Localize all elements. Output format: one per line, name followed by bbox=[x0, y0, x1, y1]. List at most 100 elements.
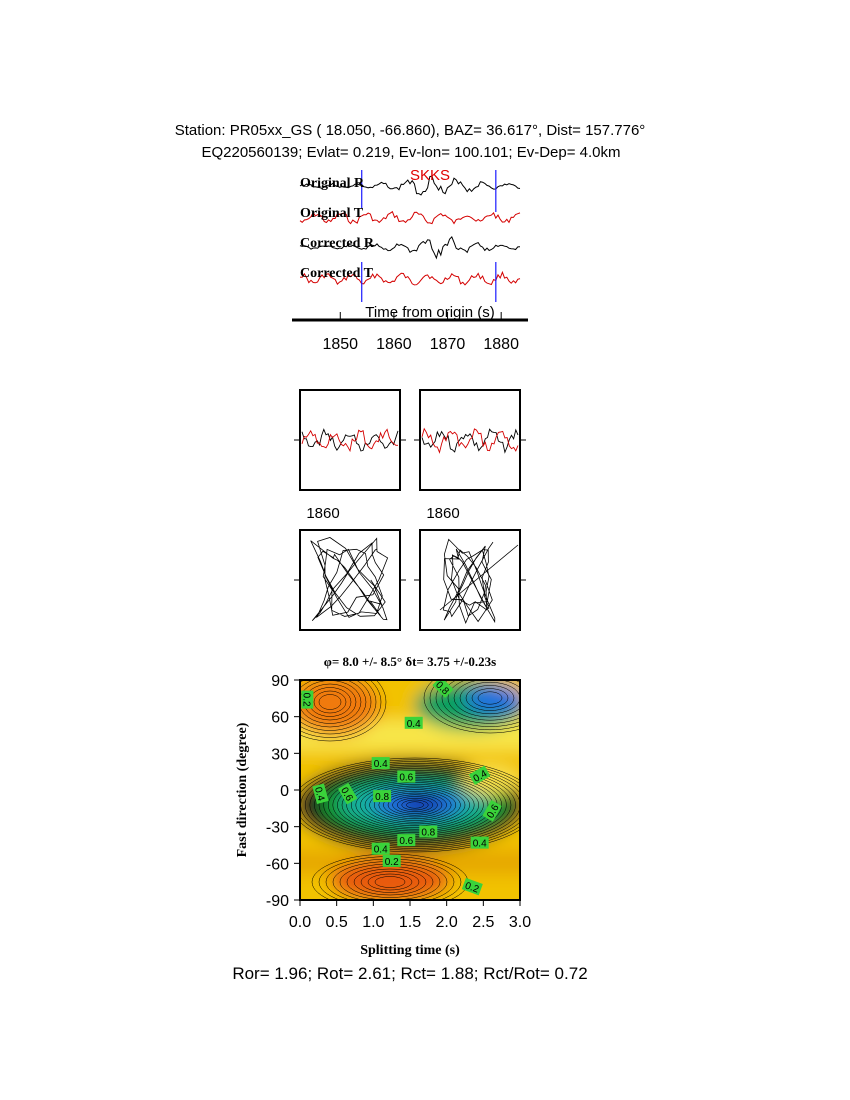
x-tick-label: 2.0 bbox=[436, 914, 458, 931]
contour-line bbox=[360, 871, 420, 893]
trace-corrected-t bbox=[299, 270, 521, 286]
contour-line bbox=[465, 685, 515, 711]
x-tick-label: 3.0 bbox=[509, 914, 531, 931]
y-tick-label: 90 bbox=[271, 673, 289, 690]
contour-line bbox=[471, 688, 509, 708]
trace-x-tick-label: 1880 bbox=[483, 336, 519, 353]
x-tick-label: 1.0 bbox=[362, 914, 384, 931]
contour-line bbox=[441, 680, 520, 724]
contour-label: 0.4 bbox=[404, 716, 423, 730]
waveform-tick-right: 1860 bbox=[426, 505, 459, 522]
x-tick-label: 0.5 bbox=[326, 914, 348, 931]
contour-line bbox=[435, 680, 520, 727]
contour-line bbox=[387, 794, 443, 816]
svg-text:0.6: 0.6 bbox=[399, 773, 413, 784]
contour-line bbox=[429, 680, 520, 731]
header-line-2: EQ220560139; Evlat= 0.219, Ev-lon= 100.1… bbox=[201, 144, 620, 161]
trace-x-tick-label: 1870 bbox=[430, 336, 466, 353]
contour-line bbox=[396, 798, 434, 812]
svg-text:0.8: 0.8 bbox=[375, 792, 389, 803]
header-line-1: Station: PR05xx_GS ( 18.050, -66.860), B… bbox=[175, 122, 646, 139]
y-tick-label: 0 bbox=[280, 783, 289, 800]
trace-x-tick-label: 1850 bbox=[322, 336, 358, 353]
footer-ratios: Ror= 1.96; Rot= 2.61; Rct= 1.88; Rct/Rot… bbox=[232, 964, 587, 983]
trace-panel bbox=[299, 170, 521, 302]
waveform-panel bbox=[414, 389, 526, 491]
svg-text:0.8: 0.8 bbox=[421, 828, 435, 839]
contour-line bbox=[300, 680, 377, 735]
svg-text:0.6: 0.6 bbox=[399, 836, 413, 847]
contour-line bbox=[300, 757, 520, 853]
contour-line bbox=[364, 785, 466, 825]
contour-line bbox=[447, 680, 520, 721]
contour-line bbox=[477, 691, 503, 705]
contour-labels: 0.20.40.6 0.40.60.4 0.80.60.80.6 0.40.40.20… bbox=[300, 680, 502, 896]
phase-label: SKKS bbox=[410, 167, 450, 184]
trace-original-t bbox=[299, 210, 521, 225]
x-tick-label: 1.5 bbox=[399, 914, 421, 931]
contour-line bbox=[374, 876, 406, 888]
particle-motion-panel bbox=[414, 529, 526, 631]
contour-line bbox=[369, 787, 461, 823]
y-tick-label: -90 bbox=[266, 893, 289, 910]
contour-line bbox=[304, 763, 520, 847]
contour-label: 0.2 bbox=[461, 877, 483, 896]
contour-line bbox=[459, 681, 520, 715]
contour-line bbox=[401, 799, 429, 811]
waveform-panel bbox=[294, 389, 406, 491]
x-tick-label: 2.5 bbox=[472, 914, 494, 931]
svg-text:0.4: 0.4 bbox=[407, 719, 421, 730]
svg-text:0.4: 0.4 bbox=[473, 839, 487, 850]
contour-line bbox=[360, 784, 470, 826]
y-tick-label: -30 bbox=[266, 820, 289, 837]
contour-line bbox=[453, 680, 520, 718]
contour-label: 0.4 bbox=[371, 842, 390, 856]
contour-label: 0.6 bbox=[397, 770, 416, 784]
contour-line bbox=[378, 791, 452, 819]
comparison-panels bbox=[294, 389, 526, 631]
trace-x-tick-label: 1860 bbox=[376, 336, 412, 353]
svg-text:0.4: 0.4 bbox=[374, 759, 388, 770]
energy-map: 0.20.40.6 0.40.60.4 0.80.60.80.6 0.40.40.20… bbox=[300, 680, 520, 900]
contour-line bbox=[313, 690, 347, 714]
contour-label: 0.8 bbox=[419, 825, 438, 839]
contour-label: 0.4 bbox=[371, 757, 390, 770]
contour-line bbox=[406, 801, 424, 809]
svg-text:0.2: 0.2 bbox=[385, 857, 399, 868]
svg-text:0.4: 0.4 bbox=[312, 786, 326, 803]
contour-line bbox=[300, 680, 372, 731]
svg-text:0.4: 0.4 bbox=[374, 845, 388, 856]
contour-line bbox=[383, 792, 447, 818]
contour-line bbox=[353, 868, 427, 896]
waveform-tick-left: 1860 bbox=[306, 505, 339, 522]
trace-label-corrected-t: Corrected T bbox=[300, 266, 374, 281]
y-tick-label: 60 bbox=[271, 710, 289, 727]
contour-line bbox=[300, 759, 520, 851]
contour-label: 0.2 bbox=[382, 854, 401, 868]
contour-line bbox=[423, 680, 520, 734]
contour-line bbox=[367, 873, 413, 891]
trace-original-r bbox=[299, 175, 521, 196]
svg-text:0.2: 0.2 bbox=[300, 693, 311, 707]
y-axis-label: Fast direction (degree) bbox=[235, 722, 250, 857]
contour-label: 0.2 bbox=[300, 690, 314, 709]
contour-label: 0.6 bbox=[397, 834, 416, 847]
trace-label-original-t: Original T bbox=[300, 206, 364, 221]
contour-line bbox=[392, 796, 438, 814]
contour-line bbox=[300, 680, 367, 728]
trace-x-ticks: 1850 1860 1870 1880 bbox=[322, 312, 519, 353]
contour-label: 0.8 bbox=[373, 790, 392, 803]
y-tick-label: -60 bbox=[266, 856, 289, 873]
contour-line bbox=[300, 680, 387, 742]
contour-label: 0.4 bbox=[312, 783, 329, 804]
trace-label-corrected-r: Corrected R bbox=[300, 236, 375, 251]
chart-title: φ= 8.0 +/- 8.5° δt= 3.75 +/-0.23s bbox=[324, 654, 496, 669]
energy-map-axes: 0.0 0.5 1.0 1.5 2.0 2.5 3.0 90 60 30 0 -30 -60 -90 bbox=[266, 673, 531, 931]
trace-label-original-r: Original R bbox=[300, 176, 365, 191]
contour-line bbox=[373, 789, 457, 821]
svg-text:0.2: 0.2 bbox=[463, 880, 480, 895]
trace-x-axis-label: Time from origin (s) bbox=[365, 304, 494, 321]
particle-motion-panel bbox=[294, 529, 406, 631]
contour-line bbox=[318, 694, 342, 710]
